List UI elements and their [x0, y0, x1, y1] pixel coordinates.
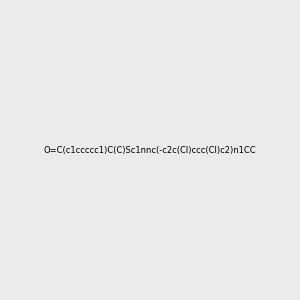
Text: O=C(c1ccccc1)C(C)Sc1nnc(-c2c(Cl)ccc(Cl)c2)n1CC: O=C(c1ccccc1)C(C)Sc1nnc(-c2c(Cl)ccc(Cl)c…	[44, 146, 256, 154]
